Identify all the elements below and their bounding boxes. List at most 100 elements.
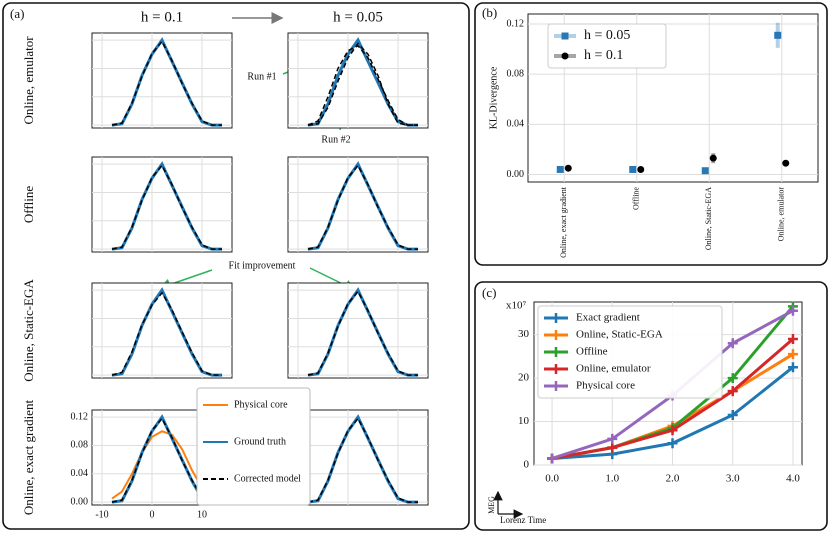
x-tick-label: Online, emulator (777, 187, 786, 242)
marker (787, 305, 798, 316)
legend-label: Online, emulator (576, 363, 651, 375)
legend-box (547, 23, 667, 69)
y-axis-label: MEG (487, 496, 496, 514)
marker (667, 438, 678, 449)
marker (727, 410, 738, 421)
legend-label: Physical core (576, 380, 635, 392)
legend-marker (551, 381, 561, 391)
y-tick-label: 0.12 (507, 18, 525, 29)
marker (564, 164, 572, 172)
x-tick-label: Online, Static-EGA (704, 187, 713, 250)
marker (607, 433, 618, 444)
density-line (307, 44, 418, 126)
x-axis-label: Lorenz Time (500, 515, 546, 525)
marker (774, 31, 782, 39)
legend-marker (551, 364, 561, 374)
density-line (111, 287, 222, 377)
legend-marker (551, 347, 561, 357)
subplot-frame (91, 282, 233, 379)
legend-box (537, 305, 723, 399)
y-tick-label: 0.04 (71, 468, 89, 479)
subplot-frame (91, 156, 233, 253)
y-tick-label: 10 (518, 415, 530, 427)
legend-label: Exact gradient (576, 312, 640, 324)
marker (547, 453, 558, 464)
annotation: Run #2 (321, 134, 350, 145)
panel-label: (b) (482, 5, 497, 20)
density-line (111, 40, 222, 126)
x-tick-label: 0.0 (545, 473, 559, 485)
legend-label: h = 0.1 (584, 48, 623, 63)
marker (709, 154, 717, 162)
density-line (111, 164, 222, 250)
legend-marker (561, 52, 569, 60)
legend-marker (561, 32, 569, 40)
x-tick-label: 3.0 (726, 473, 740, 485)
annotation: Run #1 (247, 71, 276, 82)
y-tick-label: 0.12 (71, 411, 89, 422)
row-label: Online, Static-EGA (21, 279, 36, 382)
x-tick-label: 4.0 (786, 473, 800, 485)
subplot-frame (287, 156, 429, 253)
y-tick-label: 0.08 (71, 440, 89, 451)
marker (607, 442, 618, 453)
y-tick-label: 20 (518, 372, 530, 384)
marker (637, 165, 645, 173)
y-tick-label: 0.00 (507, 169, 525, 180)
subplot-frame (287, 32, 429, 129)
legend-marker (551, 330, 561, 340)
marker (701, 167, 709, 175)
row-label: Online, exact gradient (21, 400, 36, 516)
y-axis-label: KL-Divergence (488, 66, 499, 129)
x-tick-label: 2.0 (666, 473, 680, 485)
y-tick-label: 0.08 (507, 68, 525, 79)
marker (787, 349, 798, 360)
panel-frame (474, 281, 828, 531)
x-tick-label: Online, exact gradient (559, 186, 568, 258)
x-tick-label: Offline (632, 187, 641, 210)
x-tick-label: 1.0 (605, 473, 619, 485)
legend-label: Ground truth (234, 436, 286, 447)
panel-label: (a) (10, 6, 24, 21)
marker (787, 362, 798, 373)
legend-label: Corrected model (234, 473, 301, 484)
legend-box (196, 387, 311, 506)
marker (787, 333, 798, 344)
marker (629, 165, 637, 173)
density-line (307, 42, 418, 126)
density-line (307, 417, 418, 503)
y-tick-label: 0 (524, 459, 530, 471)
annotation: Fit improvement (229, 260, 296, 271)
column-title: h = 0.05 (333, 9, 383, 25)
x-tick-label: 10 (197, 509, 207, 520)
subplot-frame (287, 409, 429, 506)
panel-frame (2, 2, 470, 530)
density-line (307, 290, 418, 376)
marker (782, 159, 790, 167)
y-tick-label: 0.00 (71, 496, 89, 507)
marker (556, 165, 564, 173)
x-tick-label: 0 (150, 509, 155, 520)
marker (667, 425, 678, 436)
x-tick-label: -10 (95, 509, 108, 520)
row-label: Online, emulator (21, 36, 36, 125)
legend-marker (551, 313, 561, 323)
column-title: h = 0.1 (141, 9, 183, 25)
panel-frame (474, 2, 828, 266)
marker (727, 373, 738, 384)
panel-label: (c) (482, 285, 496, 300)
marker (727, 338, 738, 349)
axis-offset-label: x10⁷ (506, 300, 527, 312)
legend-label: Offline (576, 346, 608, 358)
y-tick-label: 0.04 (507, 119, 525, 130)
legend-label: Online, Static-EGA (576, 329, 663, 341)
subplot-frame (91, 32, 233, 129)
legend-label: h = 0.05 (584, 28, 630, 43)
subplot-frame (287, 282, 429, 379)
y-tick-label: 30 (518, 328, 530, 340)
legend-label: Physical core (234, 399, 288, 410)
density-line (307, 164, 418, 250)
row-label: Offline (21, 186, 36, 224)
marker (727, 386, 738, 397)
